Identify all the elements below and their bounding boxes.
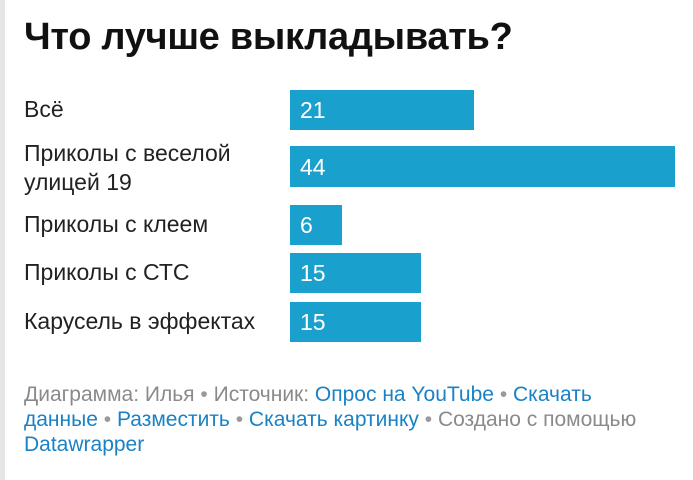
bar-value-label: 6 <box>300 212 313 238</box>
bar <box>290 146 675 187</box>
chart-footer: Диаграмма: Илья • Источник: Опрос на You… <box>24 382 664 457</box>
source-label: Источник: <box>213 383 310 406</box>
download-image-link[interactable]: Скачать картинку <box>248 408 419 431</box>
datawrapper-link[interactable]: Datawrapper <box>24 433 145 456</box>
separator-dot: • <box>103 408 112 431</box>
chart-title: Что лучше выкладывать? <box>24 16 513 58</box>
bar <box>290 205 342 245</box>
bar-value-label: 44 <box>300 154 326 180</box>
left-edge-strip <box>0 0 5 480</box>
download-data-link[interactable]: Скачать данные <box>24 383 592 431</box>
separator-dot: • <box>235 408 244 431</box>
separator-dot: • <box>200 383 208 406</box>
bar-value-label: 15 <box>300 309 326 335</box>
category-label: Карусель в эффектах <box>24 308 256 334</box>
embed-link[interactable]: Разместить <box>116 408 230 431</box>
category-label: Приколы с клеем <box>24 211 209 237</box>
separator-dot: • <box>499 383 508 406</box>
category-label: Приколы с СТС <box>24 259 190 285</box>
bar-value-label: 15 <box>300 260 326 286</box>
bar-chart: Всё 21 Приколы с веселой улицей 19 44 Прикол… <box>24 90 675 342</box>
bar <box>290 90 474 130</box>
source-link[interactable]: Опрос на YouTube <box>314 383 494 406</box>
separator-dot: • <box>424 408 433 431</box>
bar-value-label: 21 <box>300 97 326 123</box>
category-label: Всё <box>24 96 64 122</box>
created-with-label: Создано с помощью <box>437 408 637 431</box>
bar <box>290 302 421 342</box>
category-label: Приколы с веселой улицей 19 <box>24 140 231 195</box>
bar <box>290 253 421 293</box>
chart-by-label: Диаграмма: Илья <box>24 383 195 406</box>
